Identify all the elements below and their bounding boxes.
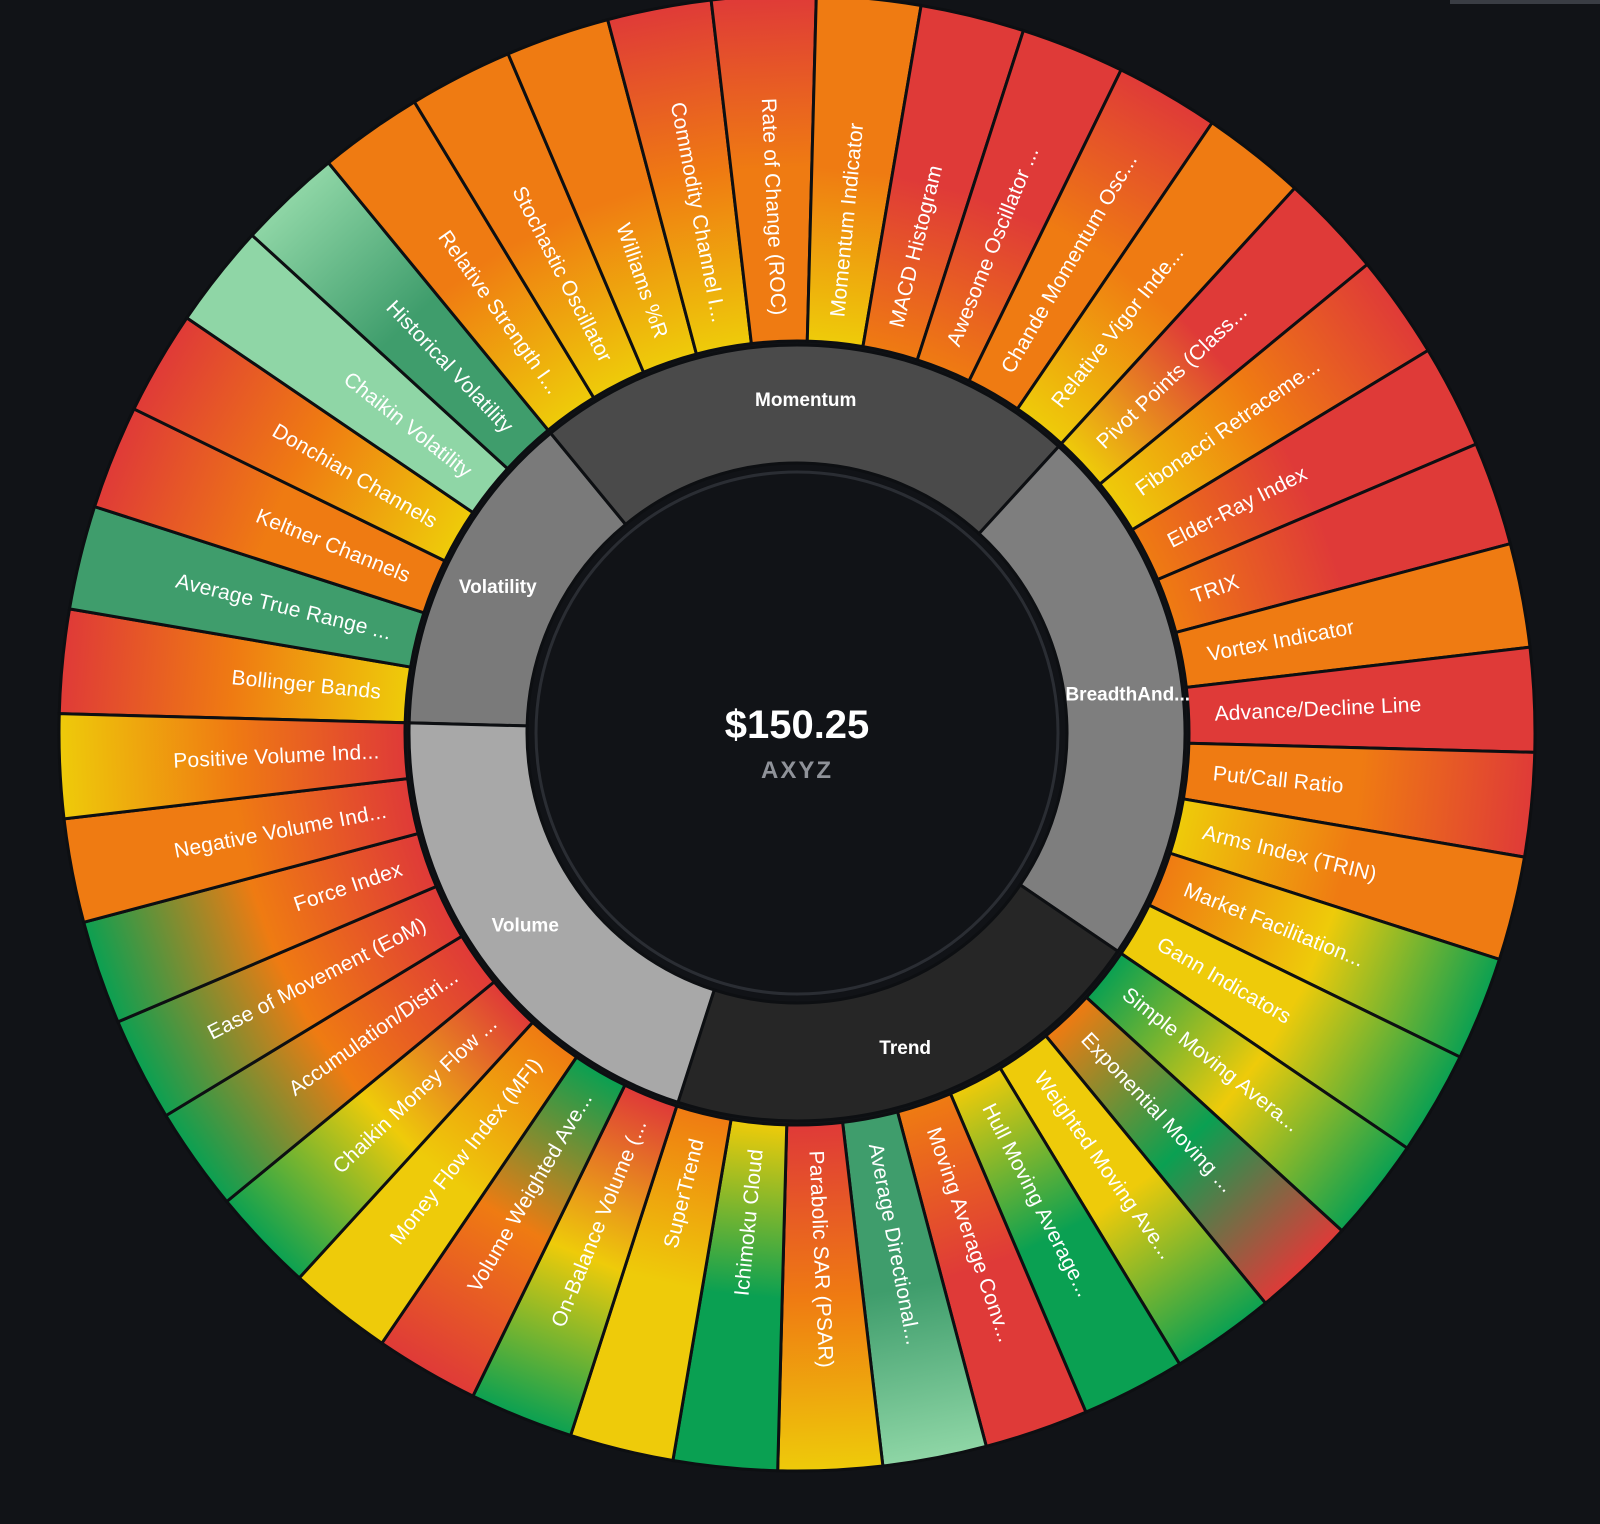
indicator-wedge-positive-volume-ind[interactable] (57, 712, 410, 821)
category-ring (407, 343, 1187, 1123)
center-disc (534, 470, 1060, 996)
category-label-momentum: Momentum (755, 390, 856, 411)
top-edge-bar (1450, 0, 1600, 4)
category-label-volume: Volume (492, 916, 559, 937)
category-wedge-breadthand[interactable] (976, 444, 1187, 954)
ticker-label: AXYZ (761, 757, 833, 784)
indicator-ring (57, 0, 1537, 1473)
center-ring (534, 470, 1060, 996)
category-wedge-trend[interactable] (676, 882, 1120, 1123)
category-wedge-volume[interactable] (407, 721, 717, 1105)
category-label-breadthand: BreadthAnd... (1065, 684, 1190, 705)
category-label-volatility: Volatility (459, 577, 537, 598)
price-label: $150.25 (725, 703, 870, 747)
category-wedge-momentum[interactable] (548, 343, 1061, 536)
category-label-trend: Trend (879, 1038, 931, 1059)
